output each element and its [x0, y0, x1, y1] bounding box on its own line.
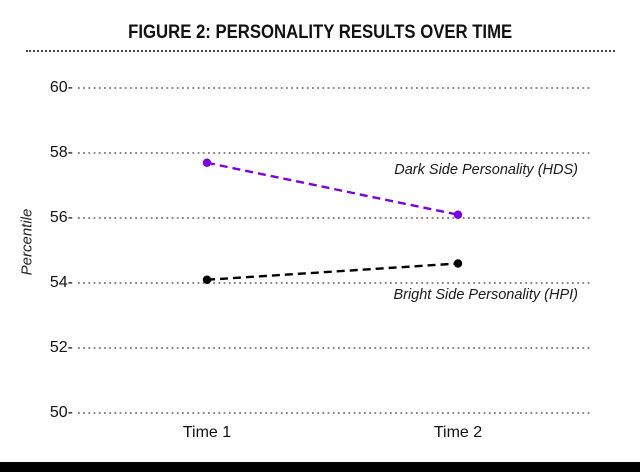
series-line [206, 262, 459, 281]
y-tick-label: 52- [49, 339, 73, 356]
y-tick-label: 54- [49, 274, 73, 291]
data-point [202, 275, 212, 284]
x-tick-label: Time 2 [433, 424, 483, 441]
bottom-bar [0, 462, 640, 472]
data-point [453, 210, 463, 219]
y-tick-label: 56- [49, 209, 73, 226]
y-tick-label: 58- [49, 144, 73, 161]
data-point [202, 158, 212, 167]
chart-title: FIGURE 2: PERSONALITY RESULTS OVER TIME [128, 22, 512, 43]
series-line [206, 161, 459, 216]
series-label: Dark Side Personality (HDS) [394, 162, 578, 178]
y-tick-label: 60- [49, 79, 73, 96]
data-point [453, 259, 463, 268]
title-divider-dotted-rule [26, 50, 615, 52]
series-label: Bright Side Personality (HPI) [393, 287, 578, 303]
chart-title-row: FIGURE 2: PERSONALITY RESULTS OVER TIME [0, 22, 640, 44]
y-tick-label: 50- [49, 404, 73, 421]
x-tick-label: Time 1 [182, 424, 232, 441]
